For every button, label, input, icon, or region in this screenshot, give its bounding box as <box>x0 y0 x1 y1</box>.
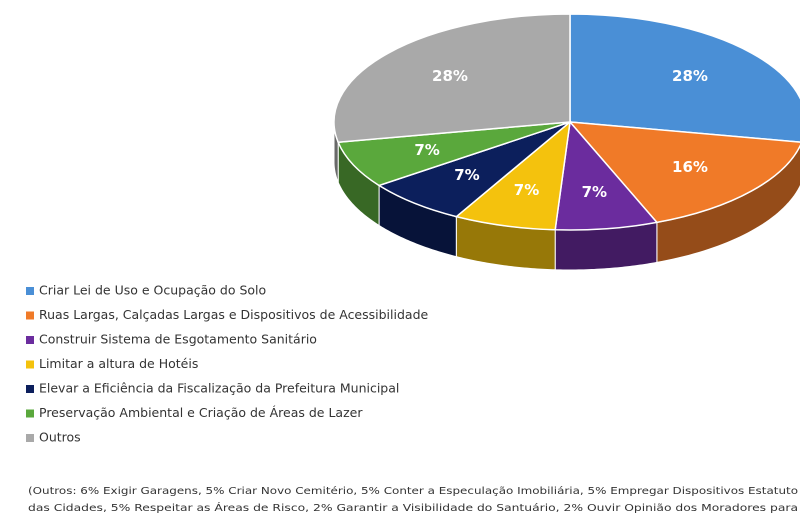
legend: Criar Lei de Uso e Ocupação do Solo Ruas … <box>26 283 429 445</box>
legend-swatch <box>26 360 34 369</box>
slice <box>454 120 572 231</box>
slice <box>333 13 571 144</box>
slice <box>377 121 571 218</box>
slice <box>554 120 659 231</box>
legend-label: Preservação Ambiental e Criação de Áreas… <box>39 405 363 420</box>
pie-tops <box>333 13 800 231</box>
legend-swatch <box>26 409 34 418</box>
legend-label: Outros <box>39 430 81 445</box>
legend-swatch <box>26 336 34 344</box>
legend-swatch <box>26 434 34 442</box>
pie-labels: 28% 16% 7% 7% 7% 7% 28% <box>414 67 708 201</box>
legend-label: Limitar a altura de Hotéis <box>39 356 198 371</box>
value-label: 28% <box>672 67 708 85</box>
legend-swatch <box>26 311 34 320</box>
legend-swatch <box>26 287 34 295</box>
note-line: das Cidades, 5% Respeitar as Áreas de Ri… <box>28 501 798 513</box>
legend-label: Ruas Largas, Calçadas Largas e Dispositi… <box>39 307 429 322</box>
value-label: 7% <box>514 181 539 199</box>
value-label: 7% <box>454 166 479 184</box>
legend-label: Elevar a Eficiência da Fiscalização da P… <box>39 381 399 396</box>
slice <box>568 121 800 224</box>
slice <box>569 13 800 143</box>
value-label: 7% <box>582 183 607 201</box>
note-line: (Outros: 6% Exigir Garagens, 5% Criar No… <box>28 485 798 497</box>
legend-swatch <box>26 385 34 393</box>
legend-label: Criar Lei de Uso e Ocupação do Solo <box>39 283 266 298</box>
legend-label: Construir Sistema de Esgotamento Sanitár… <box>39 332 317 347</box>
value-label: 7% <box>414 141 439 159</box>
value-label: 16% <box>672 158 708 176</box>
value-label: 28% <box>432 67 468 85</box>
